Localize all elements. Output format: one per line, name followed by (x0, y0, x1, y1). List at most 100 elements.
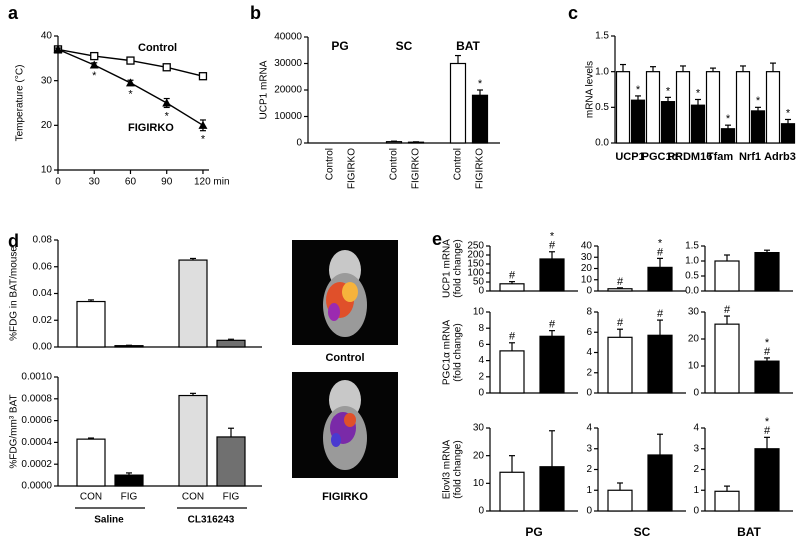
y-tick-label: 0 (296, 138, 302, 149)
annotation: # (549, 319, 556, 331)
y-tick-label: 4 (693, 423, 699, 434)
x-axis-label: BAT (737, 525, 761, 539)
annotation: # (617, 317, 624, 329)
bar (714, 323, 740, 394)
y-tick-label: 40 (41, 31, 53, 42)
annotation: * (636, 84, 641, 96)
y-tick-label: 10 (41, 165, 53, 176)
y-tick-label: 10 (688, 361, 700, 372)
x-tick-label: Control (453, 148, 464, 180)
y-tick-label: 0.0 (595, 138, 609, 149)
y-axis-label: Temperature (°C) (15, 65, 26, 142)
bar (539, 466, 565, 512)
marker (125, 78, 135, 87)
bar (607, 489, 633, 512)
y-tick-label: 0.0 (685, 286, 699, 297)
pet-image-figirko (292, 372, 398, 478)
y-tick-label: 10 (473, 307, 485, 318)
y-tick-label: 0 (693, 388, 699, 399)
annotation: # (549, 240, 556, 252)
group-label: Saline (94, 515, 124, 526)
annotation: * (726, 113, 731, 125)
annotation: * (786, 107, 791, 119)
y-tick-label: 0 (586, 388, 592, 399)
bar (615, 71, 631, 144)
y-tick-label: 0.0000 (21, 481, 52, 492)
annotation: # (509, 331, 516, 343)
bar (750, 110, 766, 144)
x-tick-label: Control (389, 148, 400, 180)
x-tick-label: CON (182, 492, 204, 503)
marker (162, 98, 172, 107)
x-tick-label: 120 min (194, 177, 230, 188)
bar (714, 490, 740, 512)
y-tick-label: 8 (586, 307, 592, 318)
bar (178, 259, 208, 348)
y-tick-label: 0.0002 (21, 459, 52, 470)
x-tick-label: Control (325, 148, 336, 180)
y-tick-label: 0.0010 (21, 372, 52, 383)
image-caption: FIGIRKO (322, 491, 368, 503)
group-label: BAT (456, 39, 480, 53)
bar (76, 300, 106, 348)
bar (754, 252, 780, 292)
annotation: # (509, 270, 516, 282)
annotation: * (765, 416, 770, 428)
bar (714, 260, 740, 292)
bar (690, 104, 706, 144)
y-tick-label: 0 (478, 286, 484, 297)
y-tick-label: 3 (586, 443, 592, 454)
y-tick-label: 1.0 (685, 256, 699, 267)
y-tick-label: 0 (478, 388, 484, 399)
annotation: # (764, 346, 771, 358)
annotation: * (165, 110, 170, 122)
bar (499, 350, 525, 394)
x-tick-label: 60 (125, 177, 137, 188)
marker (126, 56, 135, 65)
bar (499, 471, 525, 512)
bar (114, 345, 144, 348)
x-tick-label: 90 (161, 177, 173, 188)
group-label: CL316243 (188, 515, 235, 526)
bar (780, 123, 796, 144)
y-tick-label: 0 (693, 506, 699, 517)
bar (645, 71, 661, 144)
series-label: FIGIRKO (128, 122, 174, 134)
x-tick-label: FIGIRKO (475, 148, 486, 189)
y-axis-label: UCP1 mRNA (259, 60, 270, 119)
marker (198, 72, 208, 81)
group-label: SC (396, 39, 413, 53)
bar (705, 71, 721, 144)
y-tick-label: 20 (581, 263, 593, 274)
marker (89, 60, 99, 69)
bar (675, 71, 691, 144)
y-tick-label: 30 (41, 75, 53, 86)
y-tick-label: 0.5 (595, 102, 609, 113)
annotation: * (550, 231, 555, 243)
x-tick-label: FIG (121, 492, 138, 503)
image-caption: Control (325, 352, 364, 364)
marker (53, 44, 63, 53)
bar (385, 141, 403, 144)
annotation: * (478, 78, 483, 90)
bar (471, 94, 489, 144)
x-axis-label: PG (525, 525, 542, 539)
pet-image-control (292, 240, 398, 345)
annotation: # (724, 304, 731, 316)
y-tick-label: 0.02 (33, 315, 53, 326)
y-axis-label: %FDG/mm³ BAT (9, 394, 20, 468)
x-tick-label: 30 (89, 177, 101, 188)
y-axis-label: (fold change) (453, 440, 464, 498)
y-tick-label: 2 (693, 464, 699, 475)
bar (660, 101, 676, 144)
y-tick-label: 0 (478, 506, 484, 517)
bar (647, 454, 673, 512)
x-tick-label: Nrf1 (739, 151, 761, 163)
annotation: * (128, 88, 133, 100)
bar (720, 128, 736, 144)
y-axis-label: UCP1 mRNA (442, 239, 453, 298)
panel-letter: e (432, 229, 442, 249)
y-tick-label: 8 (478, 323, 484, 334)
y-tick-label: 30000 (274, 58, 302, 69)
